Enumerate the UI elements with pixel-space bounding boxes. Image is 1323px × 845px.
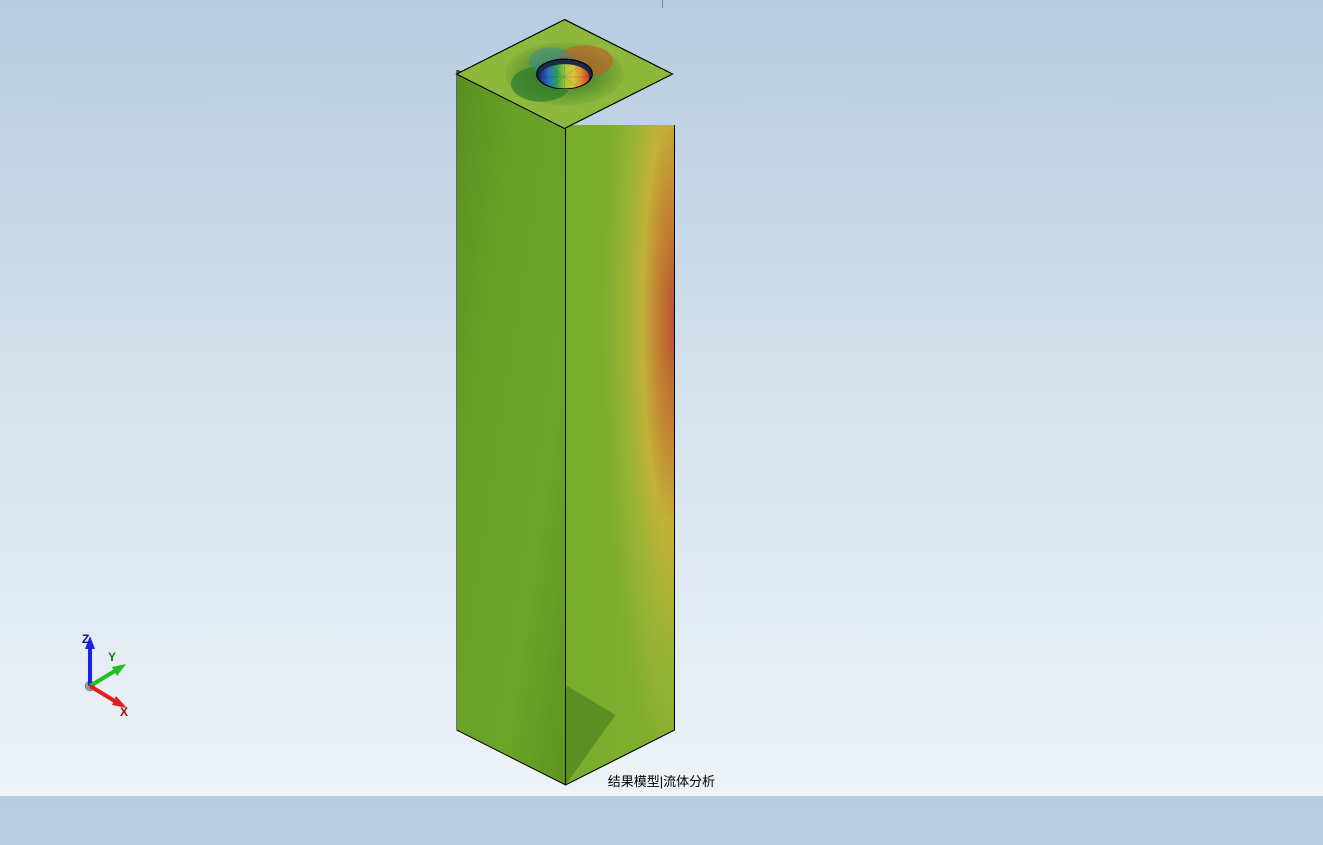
viewport-caption: 结果模型|流体分析 xyxy=(608,771,715,790)
model-container xyxy=(0,0,1323,796)
z-axis: Z xyxy=(82,632,95,686)
simulation-viewport[interactable]: Z Y X 结果模型|流体分析 xyxy=(0,0,1323,796)
y-axis-label: Y xyxy=(108,650,116,664)
prism-top-face xyxy=(455,15,675,135)
x-axis: X xyxy=(90,686,128,719)
prism-left-face xyxy=(456,70,571,790)
z-axis-label: Z xyxy=(82,632,89,646)
coordinate-triad[interactable]: Z Y X xyxy=(60,631,150,721)
prism-right-face xyxy=(565,125,680,845)
x-axis-label: X xyxy=(120,705,128,719)
y-axis: Y xyxy=(90,650,126,686)
